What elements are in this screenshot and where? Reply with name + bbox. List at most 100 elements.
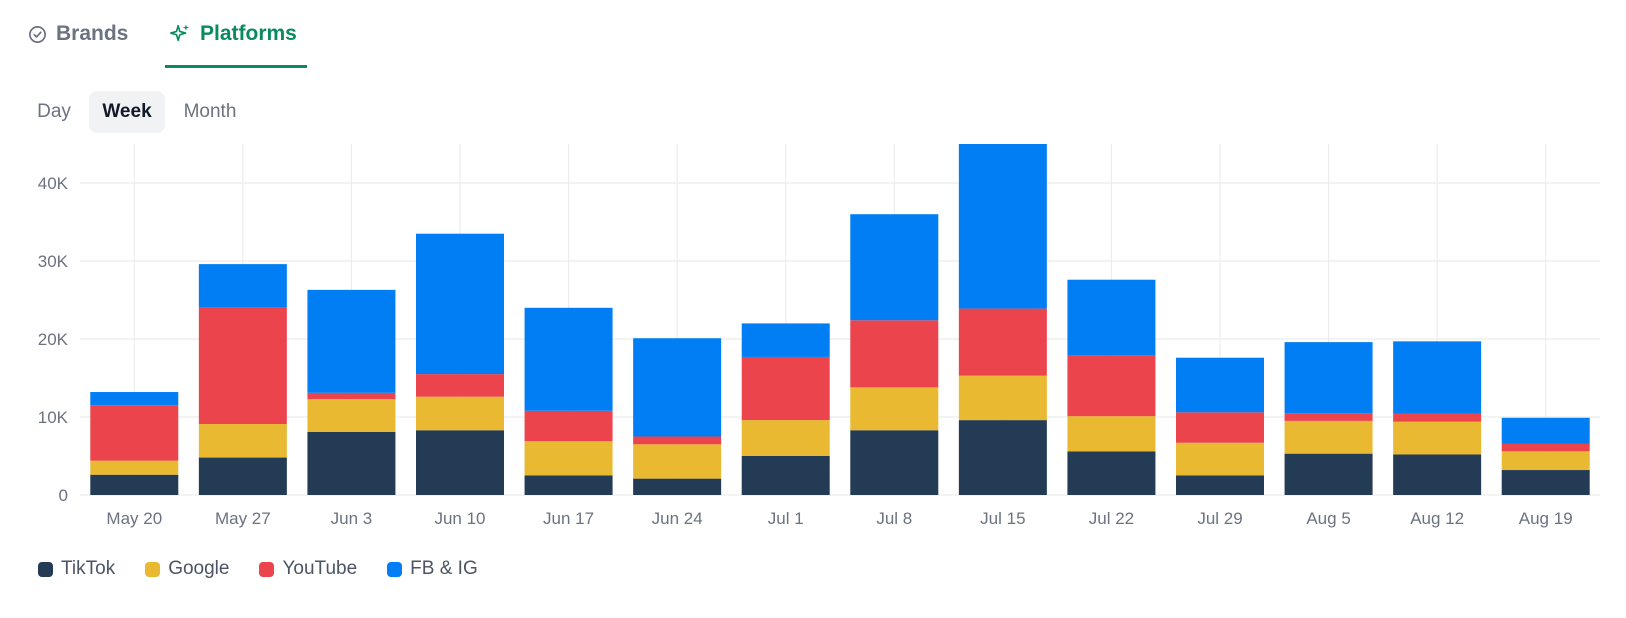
bar-segment-google[interactable] bbox=[307, 399, 396, 432]
period-day-button[interactable]: Day bbox=[37, 101, 71, 122]
bar-segment-google[interactable] bbox=[1067, 416, 1156, 452]
x-tick-label: Jun 10 bbox=[434, 509, 485, 528]
x-axis-labels: May 20 May 27 Jun 3 Jun 10 Jun 17 Jun 24 Jul 1… bbox=[106, 509, 1572, 528]
bar-segment-tiktok[interactable] bbox=[741, 456, 830, 495]
bar-segment-fb-ig[interactable] bbox=[850, 214, 939, 321]
y-tick-label: 10K bbox=[38, 408, 69, 427]
x-tick-label: Aug 5 bbox=[1306, 509, 1350, 528]
bar-segment-tiktok[interactable] bbox=[524, 475, 613, 496]
x-tick-label: May 20 bbox=[106, 509, 162, 528]
bar-segment-fb-ig[interactable] bbox=[1393, 341, 1482, 414]
bar-segment-fb-ig[interactable] bbox=[307, 289, 396, 393]
bar-segment-google[interactable] bbox=[416, 396, 504, 431]
x-tick-label: May 27 bbox=[215, 509, 271, 528]
bar-segment-tiktok[interactable] bbox=[198, 457, 287, 495]
bar-segment-youtube[interactable] bbox=[741, 356, 830, 421]
x-tick-label: Aug 19 bbox=[1519, 509, 1573, 528]
legend-item[interactable]: FB & IG bbox=[387, 558, 478, 580]
bar-segment-fb-ig[interactable] bbox=[633, 338, 722, 437]
bar-segment-google[interactable] bbox=[850, 387, 939, 431]
tab-brands[interactable]: Brands bbox=[28, 0, 128, 68]
bar-segment-tiktok[interactable] bbox=[307, 431, 396, 495]
x-tick-label: Jul 1 bbox=[768, 509, 804, 528]
bar-segment-tiktok[interactable] bbox=[633, 478, 722, 495]
tab-platforms-label: Platforms bbox=[200, 22, 297, 45]
legend-swatch bbox=[38, 561, 53, 577]
legend-item[interactable]: Google bbox=[145, 558, 229, 580]
bar-segment-youtube[interactable] bbox=[958, 308, 1047, 376]
bar-segment-youtube[interactable] bbox=[633, 436, 722, 445]
stacked-bar-chart: 0 10K 20K 30K 40K May 20 May 27 Jun 3 Jun 10 Jun… bbox=[38, 144, 1600, 528]
y-tick-label: 0 bbox=[59, 486, 68, 505]
legend-swatch bbox=[145, 561, 161, 577]
bar-segment-youtube[interactable] bbox=[90, 405, 179, 461]
x-tick-label: Jun 17 bbox=[543, 509, 594, 528]
bar-segment-tiktok[interactable] bbox=[1393, 454, 1482, 495]
bar-segment-youtube[interactable] bbox=[1176, 412, 1264, 443]
bar-segment-google[interactable] bbox=[1176, 442, 1264, 476]
bar-segment-fb-ig[interactable] bbox=[1176, 357, 1264, 413]
bar-segment-fb-ig[interactable] bbox=[741, 323, 830, 357]
bar-segment-google[interactable] bbox=[90, 460, 179, 475]
chart-legend: TikTok Google YouTube FB & IG bbox=[38, 558, 508, 580]
bar-segment-youtube[interactable] bbox=[524, 410, 613, 442]
x-tick-label: Jun 24 bbox=[652, 509, 703, 528]
y-tick-label: 20K bbox=[38, 330, 69, 349]
check-circle-icon bbox=[28, 25, 47, 44]
y-tick-label: 40K bbox=[38, 174, 69, 193]
period-week-button[interactable]: Week bbox=[89, 91, 165, 133]
chart-bars bbox=[90, 144, 1590, 496]
bar-segment-youtube[interactable] bbox=[1284, 413, 1373, 421]
bar-segment-youtube[interactable] bbox=[1067, 355, 1156, 417]
legend-label: FB & IG bbox=[410, 558, 478, 579]
bar-segment-tiktok[interactable] bbox=[958, 420, 1047, 495]
legend-label: TikTok bbox=[61, 558, 116, 579]
bar-segment-youtube[interactable] bbox=[198, 307, 287, 425]
bar-segment-fb-ig[interactable] bbox=[1501, 417, 1590, 444]
x-tick-label: Aug 12 bbox=[1410, 509, 1464, 528]
bar-segment-google[interactable] bbox=[633, 444, 722, 479]
bar-segment-google[interactable] bbox=[198, 424, 287, 458]
bar-segment-google[interactable] bbox=[1393, 421, 1482, 455]
legend-item[interactable]: YouTube bbox=[259, 558, 357, 580]
tab-platforms[interactable]: Platforms bbox=[165, 0, 307, 68]
bar-segment-tiktok[interactable] bbox=[1176, 475, 1264, 496]
bar-segment-fb-ig[interactable] bbox=[90, 392, 179, 406]
legend-swatch bbox=[259, 561, 275, 577]
bar-segment-fb-ig[interactable] bbox=[198, 264, 287, 308]
bar-segment-tiktok[interactable] bbox=[90, 474, 179, 495]
y-tick-label: 30K bbox=[38, 252, 69, 271]
bar-segment-tiktok[interactable] bbox=[850, 430, 939, 495]
period-month-button[interactable]: Month bbox=[183, 101, 237, 122]
tab-brands-label: Brands bbox=[56, 22, 129, 45]
legend-label: YouTube bbox=[282, 558, 358, 579]
bar-segment-tiktok[interactable] bbox=[416, 430, 504, 495]
tab-bar: Brands Platforms bbox=[0, 0, 1626, 70]
x-tick-label: Jul 8 bbox=[876, 509, 912, 528]
x-tick-label: Jul 15 bbox=[980, 509, 1025, 528]
bar-segment-fb-ig[interactable] bbox=[1067, 279, 1156, 356]
bar-segment-fb-ig[interactable] bbox=[524, 307, 613, 411]
legend-swatch bbox=[387, 561, 403, 577]
bar-segment-google[interactable] bbox=[958, 375, 1047, 421]
bar-segment-google[interactable] bbox=[524, 441, 613, 476]
bar-segment-youtube[interactable] bbox=[850, 320, 939, 388]
bar-segment-tiktok[interactable] bbox=[1501, 470, 1590, 495]
bar-segment-google[interactable] bbox=[1501, 451, 1590, 471]
bar-segment-google[interactable] bbox=[1284, 420, 1373, 454]
x-tick-label: Jul 22 bbox=[1089, 509, 1134, 528]
x-tick-label: Jun 3 bbox=[331, 509, 373, 528]
bar-segment-tiktok[interactable] bbox=[1067, 451, 1156, 495]
bar-segment-google[interactable] bbox=[741, 420, 830, 456]
bar-segment-fb-ig[interactable] bbox=[416, 233, 504, 375]
y-axis-labels: 0 10K 20K 30K 40K bbox=[38, 174, 69, 505]
bar-segment-youtube[interactable] bbox=[1393, 413, 1482, 422]
bar-segment-fb-ig[interactable] bbox=[1284, 342, 1373, 414]
bar-segment-youtube[interactable] bbox=[1501, 443, 1590, 452]
bar-segment-fb-ig[interactable] bbox=[958, 144, 1047, 309]
bar-segment-tiktok[interactable] bbox=[1284, 453, 1373, 495]
sparkle-icon bbox=[169, 23, 191, 45]
legend-item[interactable]: TikTok bbox=[38, 558, 115, 580]
bar-segment-youtube[interactable] bbox=[307, 392, 396, 400]
bar-segment-youtube[interactable] bbox=[416, 374, 504, 397]
